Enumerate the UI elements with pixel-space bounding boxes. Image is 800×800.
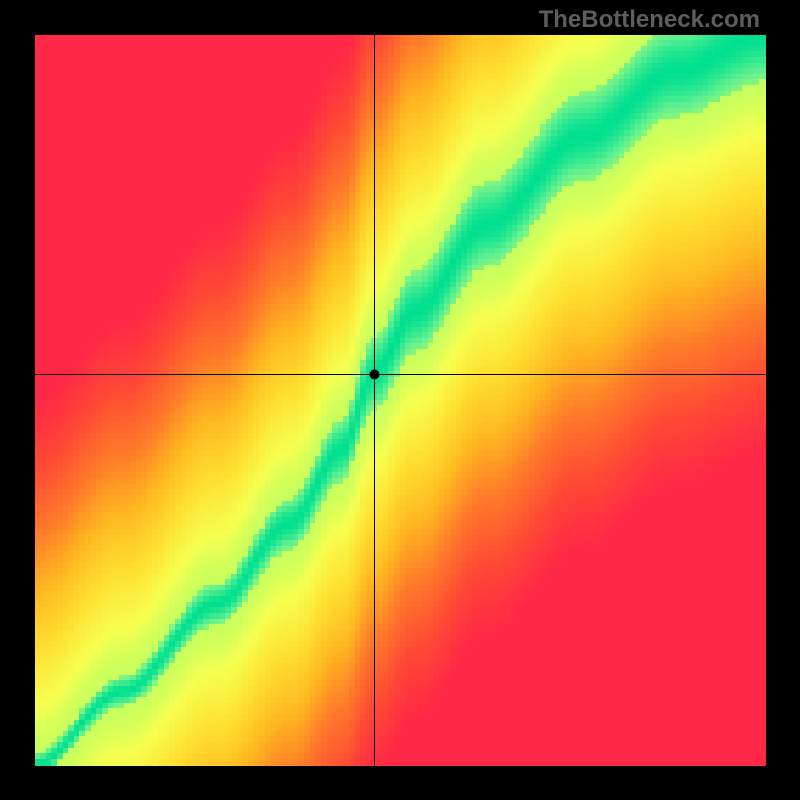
- watermark-text: TheBottleneck.com: [539, 6, 760, 34]
- bottleneck-heatmap: [0, 0, 800, 800]
- chart-container: TheBottleneck.com: [0, 0, 800, 800]
